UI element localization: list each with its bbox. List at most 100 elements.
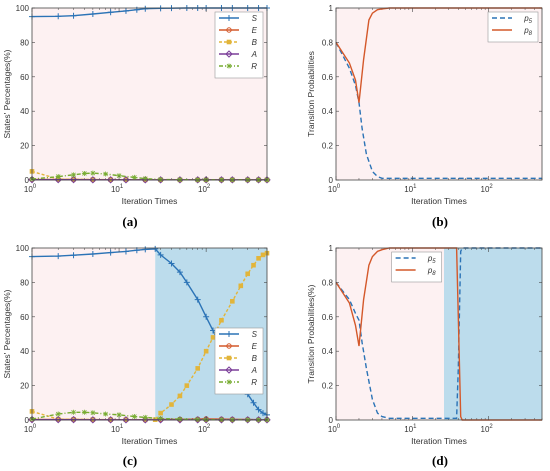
square-marker [226, 39, 232, 45]
legend-box [214, 327, 264, 395]
x-tick-label: 101 [111, 184, 124, 194]
diamond-marker [225, 366, 233, 374]
plus-marker [260, 410, 267, 417]
y-tick-label: 80 [20, 38, 29, 47]
square-marker [245, 271, 250, 277]
legend-item: S [219, 330, 258, 339]
legend-label: R [251, 62, 257, 71]
legend-label: A [251, 50, 257, 59]
plus-marker [70, 12, 77, 19]
star-marker [142, 176, 148, 182]
y-tick-label: 0.2 [322, 382, 334, 391]
legend-label-subscript: 5 [432, 259, 436, 265]
plus-marker [226, 15, 232, 21]
legend-label: E [252, 342, 258, 351]
star-marker [116, 412, 122, 418]
square-marker [210, 335, 216, 340]
plus-marker [250, 399, 257, 406]
legend-label: p8 [523, 26, 532, 37]
legend-label: S [252, 14, 258, 23]
x-tick-label: 101 [111, 424, 124, 434]
y-tick-label: 0 [329, 176, 334, 185]
star-marker [226, 379, 232, 385]
diamond-marker [193, 176, 202, 184]
plus-marker [255, 406, 262, 413]
plus-marker [168, 260, 175, 267]
diamond-marker [89, 416, 97, 424]
star-marker [158, 416, 164, 422]
y-tick-label: 0 [25, 176, 30, 185]
star-marker [131, 174, 137, 180]
x-tick-exponent: 0 [33, 424, 37, 430]
plus-marker [107, 9, 114, 16]
y-tick-label: 0.6 [322, 73, 334, 82]
x-tick-label: 102 [481, 184, 494, 194]
background-region [32, 248, 156, 420]
plus-marker [89, 251, 96, 258]
square-marker [238, 283, 244, 289]
x-tick-exponent: 0 [33, 184, 37, 190]
x-tick-exponent: 1 [120, 184, 124, 190]
square-marker [177, 393, 183, 399]
x-tick-exponent: 1 [120, 424, 124, 430]
x-tick-exponent: 0 [337, 184, 341, 190]
plus-marker [194, 296, 201, 303]
legend-label-subscript: 8 [529, 31, 533, 37]
plus-marker [122, 7, 129, 14]
legend-label: B [252, 38, 258, 47]
diamond-marker [217, 416, 226, 424]
y-tick-label: 0.4 [322, 347, 334, 356]
diamond-marker [243, 176, 252, 184]
axes-frame [335, 7, 543, 181]
star-marker [81, 170, 87, 176]
diamond-marker [202, 416, 210, 424]
y-axis-label: States' Percentages(%) [2, 49, 12, 138]
panel-label: (b) [432, 214, 448, 229]
y-tick-label: 100 [16, 244, 30, 253]
diamond-marker [263, 416, 271, 424]
star-marker [55, 174, 61, 180]
star-marker [90, 170, 96, 176]
star-marker [158, 176, 164, 182]
star-marker [103, 171, 109, 177]
series-p5 [335, 247, 542, 419]
x-tick-exponent: 2 [489, 424, 493, 430]
legend-item: S [219, 14, 258, 23]
legend-label-subscript: 5 [529, 19, 533, 25]
square-marker [184, 383, 190, 388]
diamond-marker [141, 416, 149, 424]
x-tick-label: 102 [198, 184, 211, 194]
y-tick-label: 0.8 [322, 38, 334, 47]
y-tick-label: 1 [329, 4, 334, 13]
y-tick-label: 80 [20, 278, 29, 287]
plus-marker [107, 249, 114, 256]
legend-label: p5 [523, 14, 532, 25]
circle-marker [226, 27, 232, 33]
x-axis-label: Iteration Times [411, 196, 467, 206]
diamond-marker [254, 176, 263, 184]
x-tick-exponent: 2 [207, 424, 211, 430]
legend-item: p8 [395, 266, 436, 277]
plus-marker [226, 331, 232, 337]
y-tick-label: 1 [329, 244, 334, 253]
legend-label: B [252, 354, 258, 363]
y-tick-label: 0.8 [322, 278, 334, 287]
diamond-marker [228, 416, 237, 424]
axes-frame [31, 7, 268, 181]
diamond-marker [122, 176, 130, 184]
y-axis-label: Transition Probabilities [306, 51, 316, 137]
square-marker [226, 355, 232, 361]
star-marker [71, 409, 77, 415]
y-tick-label: 40 [20, 347, 29, 356]
series-line [335, 247, 542, 419]
plus-marker [122, 248, 129, 255]
x-axis-label: Iteration Times [122, 436, 178, 446]
star-marker [226, 63, 232, 69]
plus-marker [203, 313, 210, 320]
axes-frame [31, 247, 268, 421]
axes-frame [335, 247, 543, 421]
